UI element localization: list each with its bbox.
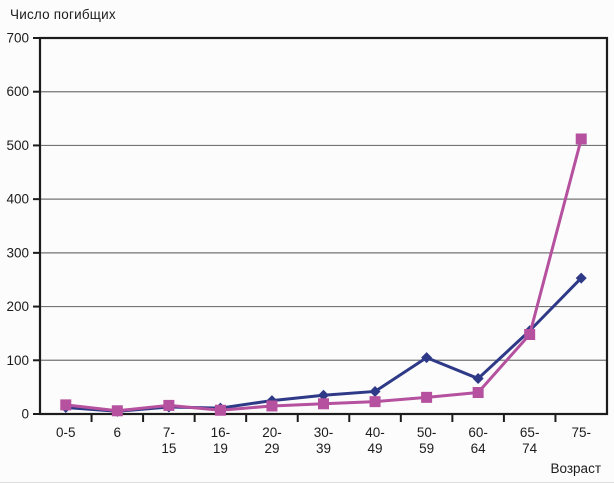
dark-blue-diamond-series-marker-50-59 bbox=[421, 352, 433, 364]
x-tick-label-50-59: 50- bbox=[417, 425, 437, 440]
x-tick-label-16-19: 19 bbox=[213, 441, 228, 456]
plot-area bbox=[40, 38, 607, 414]
magenta-square-series-marker-20-29 bbox=[266, 400, 278, 412]
x-tick-label-0-5: 0-5 bbox=[56, 425, 76, 440]
x-tick-label-65-74: 65- bbox=[520, 425, 540, 440]
dark-blue-diamond-series-marker-40-49 bbox=[369, 385, 381, 397]
magenta-square-series-marker-0-5 bbox=[60, 399, 72, 411]
x-tick-label-20-29: 29 bbox=[264, 441, 279, 456]
x-tick-label-16-19: 16- bbox=[211, 425, 231, 440]
y-tick-label-300: 300 bbox=[6, 245, 29, 260]
magenta-square-series-marker-40-49 bbox=[369, 396, 381, 408]
y-tick-label-400: 400 bbox=[6, 192, 29, 207]
y-tick-label-600: 600 bbox=[6, 84, 29, 99]
y-tick-label-0: 0 bbox=[21, 407, 29, 422]
magenta-square-series-marker-50-59 bbox=[421, 391, 433, 403]
x-tick-label-75-: 75- bbox=[571, 425, 591, 440]
y-tick-label-200: 200 bbox=[6, 299, 29, 314]
x-tick-label-60-64: 60- bbox=[468, 425, 488, 440]
x-tick-label-6: 6 bbox=[114, 425, 122, 440]
magenta-square-series-marker-7-15 bbox=[163, 399, 175, 411]
y-tick-label-500: 500 bbox=[6, 138, 29, 153]
x-axis-title: Возраст bbox=[550, 461, 602, 476]
x-tick-label-40-49: 40- bbox=[365, 425, 385, 440]
y-tick-label-100: 100 bbox=[6, 353, 29, 368]
x-tick-label-60-64: 64 bbox=[471, 441, 487, 456]
dark-blue-diamond-series-marker-60-64 bbox=[472, 373, 484, 385]
x-tick-label-40-49: 49 bbox=[368, 441, 383, 456]
dark-blue-diamond-series-marker-30-39 bbox=[318, 389, 329, 401]
x-tick-label-7-15: 15 bbox=[161, 441, 176, 456]
magenta-square-series-marker-30-39 bbox=[318, 398, 329, 410]
x-tick-label-65-74: 74 bbox=[522, 441, 538, 456]
chart-title: Число погибщих bbox=[10, 7, 116, 22]
magenta-square-series-marker-75- bbox=[575, 133, 587, 145]
x-tick-label-30-39: 30- bbox=[314, 425, 334, 440]
x-tick-label-30-39: 39 bbox=[316, 441, 331, 456]
x-tick-label-7-15: 7- bbox=[163, 425, 175, 440]
plot-border bbox=[38, 36, 609, 416]
magenta-square-series-marker-65-74 bbox=[524, 329, 536, 341]
x-tick-label-50-59: 59 bbox=[419, 441, 434, 456]
magenta-square-series-marker-6 bbox=[111, 405, 123, 417]
dark-blue-diamond-series-marker-75- bbox=[575, 272, 587, 284]
magenta-square-series-marker-60-64 bbox=[472, 387, 484, 399]
y-tick-label-700: 700 bbox=[6, 31, 29, 46]
x-tick-label-20-29: 20- bbox=[262, 425, 282, 440]
magenta-square-series-marker-16-19 bbox=[214, 404, 226, 416]
